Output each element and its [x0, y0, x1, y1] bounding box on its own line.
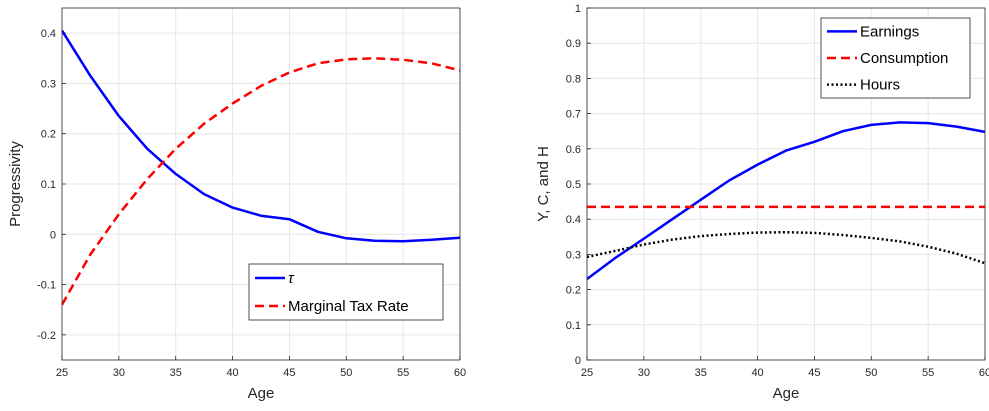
x-tick-label: 55 — [922, 367, 934, 379]
x-tick-label: 25 — [581, 367, 593, 379]
x-tick-label: 50 — [865, 367, 877, 379]
y-tick-label: 0.1 — [566, 320, 581, 332]
legend-label: Consumption — [860, 50, 948, 67]
chart-1: 25 30 35 40 45 50 55 60 -0.2 -0.1 0 0.1 0.2 0.3 0.4 Age… — [7, 7, 466, 402]
x-axis-label: Age — [773, 385, 800, 402]
y-tick-label: 0 — [50, 229, 56, 241]
legend: τ Marginal Tax Rate — [248, 263, 444, 321]
y-tick-label: 0.4 — [566, 214, 581, 226]
y-tick-label: 1 — [575, 3, 581, 15]
y-tick-label: 0.3 — [41, 78, 56, 90]
legend: Earnings Consumption Hours — [820, 17, 971, 99]
series-line-1 — [62, 29, 460, 243]
y-tick-label: 0.7 — [566, 109, 581, 121]
series-line-1 — [587, 121, 985, 281]
y-tick-label: 0.1 — [41, 179, 56, 191]
y-tick-label: 0.6 — [566, 144, 581, 156]
x-tick-label: 50 — [340, 367, 352, 379]
y-tick-label: 0.3 — [566, 249, 581, 261]
series-line-2 — [62, 57, 460, 306]
x-axis-label: Age — [248, 385, 275, 402]
y-tick-label: 0 — [575, 355, 581, 367]
y-tick-label: -0.1 — [37, 280, 56, 292]
y-tick-label: 0.2 — [566, 285, 581, 297]
x-tick-label: 60 — [454, 367, 466, 379]
y-axis-label: Y, C, and H — [535, 146, 552, 222]
legend-box — [248, 263, 444, 321]
x-tick-label: 35 — [695, 367, 707, 379]
x-tick-label: 40 — [226, 367, 238, 379]
y-tick-label: 0.2 — [41, 129, 56, 141]
x-tick-label: 40 — [751, 367, 763, 379]
chart-2: 25 30 35 40 45 50 55 60 0 0.1 0.2 0.3 0.4 0.5 0.6 0.7 0.… — [535, 3, 989, 402]
series-line-3 — [587, 230, 985, 265]
y-tick-label: 0.8 — [566, 73, 581, 85]
legend-label: τ — [288, 270, 295, 287]
legend-label: Earnings — [860, 23, 919, 40]
x-tick-label: 35 — [170, 367, 182, 379]
x-tick-label: 55 — [397, 367, 409, 379]
legend-label: Hours — [860, 77, 900, 94]
x-tick-label: 45 — [283, 367, 295, 379]
x-tick-label: 30 — [113, 367, 125, 379]
y-tick-label: 0.9 — [566, 38, 581, 50]
axes-frame — [61, 7, 461, 361]
x-tick-label: 25 — [56, 367, 68, 379]
y-tick-label: 0.4 — [41, 28, 56, 40]
x-tick-label: 60 — [979, 367, 989, 379]
axes-frame — [586, 7, 986, 361]
legend-label: Marginal Tax Rate — [288, 298, 409, 315]
y-tick-label: 0.5 — [566, 179, 581, 191]
y-axis-label: Progressivity — [7, 141, 24, 227]
y-tick-label: -0.2 — [37, 330, 56, 342]
x-tick-label: 45 — [808, 367, 820, 379]
x-tick-label: 30 — [638, 367, 650, 379]
